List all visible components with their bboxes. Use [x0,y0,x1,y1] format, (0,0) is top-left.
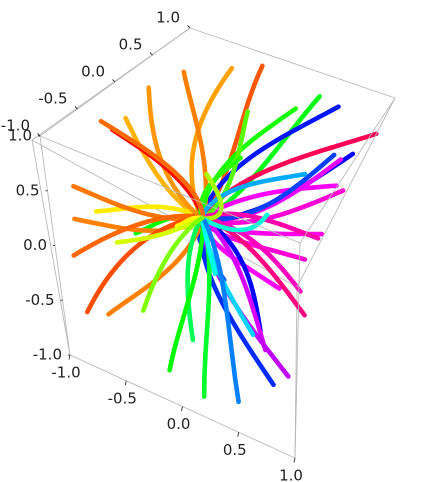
y-axis-tick-label-0: -1.0 [1,117,30,135]
stream-curve-38 [71,213,205,258]
box-edge-bottom-left [31,139,71,356]
box-edge-top-right [299,97,396,244]
stream-curve-19 [200,109,250,221]
axis-ticks: -1.0-0.50.00.51.0-1.0-0.50.00.51.0-1.0-0… [1,9,303,482]
x-axis-tickmark-1 [124,380,127,386]
z-axis-tick-label-1: -0.5 [25,291,54,309]
z-axis-tick-label-4: 1.0 [8,127,32,145]
y-axis-tickmark-0 [37,133,41,137]
y-axis-tick-label-4: 1.0 [156,9,180,27]
x-axis-tick-label-2: 0.0 [167,415,191,433]
box-edge-top-back [189,27,396,99]
x-axis-tickmark-0 [68,354,71,360]
stream-curve-36 [200,212,270,233]
stream-curve-26 [200,171,308,221]
y-axis-tick-label-1: -0.5 [38,90,67,108]
stream-curve-39 [185,215,205,343]
y-axis-tick-label-2: 0.0 [81,63,105,81]
z-axis-tick-label-0: -1.0 [33,346,62,364]
stream-curve-30 [98,118,206,221]
stream-curve-48 [141,215,205,313]
box-edge-far-vertical [296,97,396,288]
y-axis-tick-label-3: 0.5 [119,36,143,54]
x-axis-tickmark-2 [181,406,183,412]
box-edge-right-vertical [294,242,301,459]
box-edge-top-front [39,135,301,244]
stream-curve-35 [200,172,224,221]
x-axis-tick-label-1: -0.5 [108,389,137,407]
y-axis-tickmark-2 [112,79,116,83]
stream-curve-31 [200,215,268,353]
box-edge-bottom-back [31,139,298,288]
stream-curves [71,63,379,405]
y-axis-tickmark-1 [74,106,78,110]
x-axis-tick-label-0: -1.0 [51,364,80,382]
stream-curve-47 [200,215,241,405]
stream-curve-25 [200,211,321,241]
stream-curve-44 [167,215,206,373]
y-axis-tickmark-3 [149,52,153,56]
x-axis-tickmark-4 [293,457,296,463]
x-axis-tick-label-3: 0.5 [223,441,247,459]
stream-curve-18 [93,204,205,221]
z-axis-tick-label-3: 0.5 [16,181,40,199]
stream-curve-6 [200,104,341,221]
x-axis-tickmark-3 [237,432,240,437]
z-axis-tick-label-2: 0.0 [23,236,47,254]
x-axis-tick-label-4: 1.0 [279,467,303,482]
stream-curve-33 [106,215,205,317]
stream-curve-42 [174,215,205,229]
y-axis-tickmark-4 [187,25,191,29]
